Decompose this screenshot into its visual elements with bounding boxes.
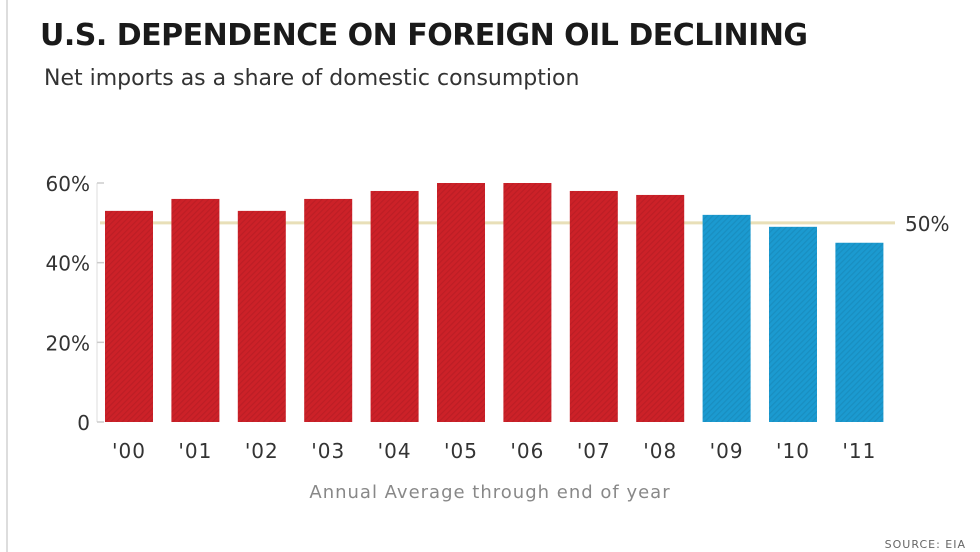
x-tick-label: '10 [776, 439, 810, 463]
x-tick-label: '05 [444, 439, 478, 463]
bar-09 [702, 214, 751, 422]
y-tick-label: 60% [46, 172, 90, 196]
x-tick-label: '06 [510, 439, 544, 463]
x-tick-label: '02 [245, 439, 279, 463]
x-tick-label: '01 [178, 439, 212, 463]
chart-title: U.S. DEPENDENCE ON FOREIGN OIL DECLINING [40, 18, 808, 53]
bar-00 [105, 210, 153, 422]
x-tick-label: '08 [643, 439, 677, 463]
chart-subtitle: Net imports as a share of domestic consu… [44, 66, 580, 91]
bar-05 [437, 183, 485, 422]
bar-04 [370, 190, 419, 422]
bar-11 [835, 242, 884, 422]
y-tick-label: 0 [77, 411, 90, 435]
bar-10 [769, 226, 817, 422]
left-border [6, 0, 8, 552]
x-tick-label: '07 [577, 439, 611, 463]
bar-03 [304, 198, 353, 422]
bar-02 [237, 210, 286, 422]
bar-08 [636, 194, 685, 422]
x-tick-label: '09 [710, 439, 744, 463]
source-note: SOURCE: EIA [884, 538, 966, 551]
y-tick-label: 40% [46, 252, 90, 276]
bar-06 [503, 183, 552, 422]
bar-01 [171, 198, 220, 422]
bar-07 [569, 190, 618, 422]
x-tick-label: '03 [311, 439, 345, 463]
x-tick-label: '11 [842, 439, 876, 463]
y-tick-label: 20% [46, 331, 90, 355]
x-axis-label: Annual Average through end of year [309, 482, 671, 503]
x-tick-label: '00 [112, 439, 146, 463]
reference-line-label: 50% [905, 212, 949, 236]
x-tick-label: '04 [378, 439, 412, 463]
